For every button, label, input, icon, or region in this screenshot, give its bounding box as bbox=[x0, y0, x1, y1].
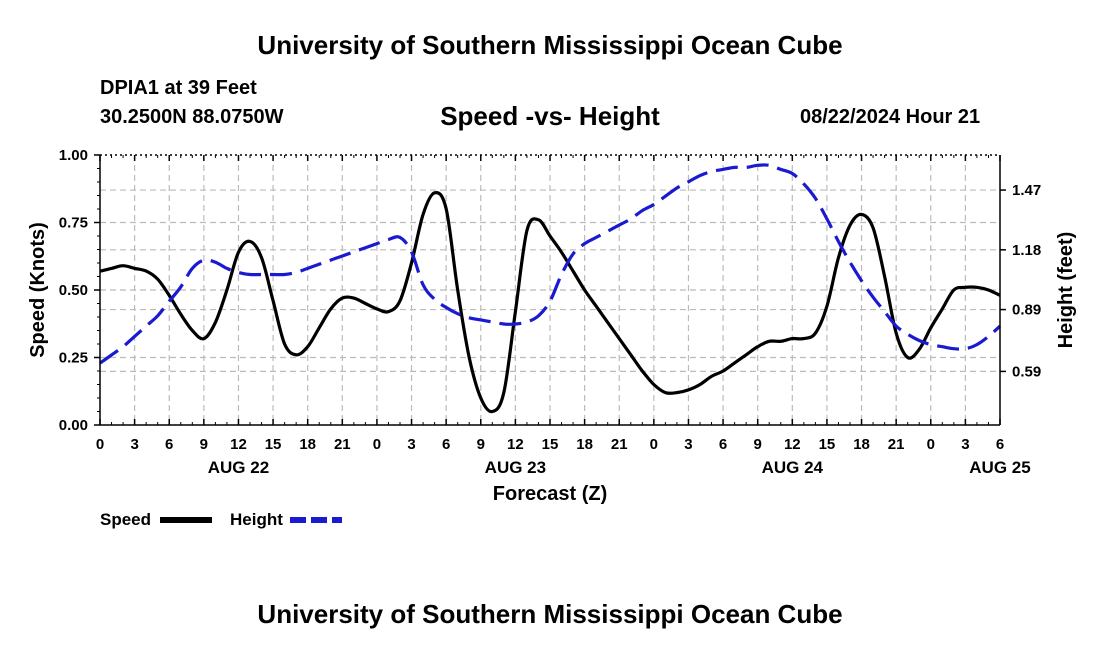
x-tick-label: 15 bbox=[819, 436, 836, 453]
x-tick-label: 9 bbox=[754, 436, 762, 453]
grid-layer bbox=[100, 155, 1000, 425]
y-tick-label: 0.25 bbox=[59, 350, 88, 367]
day-label: AUG 25 bbox=[969, 458, 1030, 477]
x-tick-label: 6 bbox=[165, 436, 173, 453]
speed-height-chart: 0 3 6 9 12 15 18 21 0 3 6 9 12 15 18 21 0 3 6 9 12 15 18 21 0 3 6 A… bbox=[27, 147, 1077, 529]
station-label: DPIA1 at 39 Feet bbox=[100, 77, 257, 99]
footer-title: University of Southern Mississippi Ocean… bbox=[257, 599, 843, 629]
x-tick-label: 9 bbox=[200, 436, 208, 453]
series-layer bbox=[99, 163, 1002, 414]
x-tick-label: 6 bbox=[996, 436, 1004, 453]
x-tick-label: 0 bbox=[373, 436, 381, 453]
x-axis-title: Forecast (Z) bbox=[493, 483, 607, 505]
x-tick-label: 3 bbox=[684, 436, 692, 453]
legend-label-height: Height bbox=[230, 510, 283, 529]
x-tick-label: 0 bbox=[927, 436, 935, 453]
x-tick-label: 18 bbox=[576, 436, 593, 453]
forecast-datetime: 08/22/2024 Hour 21 bbox=[800, 106, 981, 128]
y-tick-label: 0.50 bbox=[59, 282, 88, 299]
y-tick-label: 1.00 bbox=[59, 147, 88, 164]
y2-tick-label: 0.89 bbox=[1012, 302, 1041, 319]
x-tick-label: 9 bbox=[477, 436, 485, 453]
axis-layer: 0 3 6 9 12 15 18 21 0 3 6 9 12 15 18 21 0 3 6 9 12 15 18 21 0 3 6 A… bbox=[27, 147, 1077, 505]
x-tick-label: 0 bbox=[650, 436, 658, 453]
x-tick-label: 18 bbox=[853, 436, 870, 453]
day-label: AUG 23 bbox=[485, 458, 546, 477]
x-tick-label: 6 bbox=[442, 436, 450, 453]
chart-subtitle: Speed -vs- Height bbox=[440, 101, 660, 131]
day-label: AUG 22 bbox=[208, 458, 269, 477]
x-tick-label: 12 bbox=[230, 436, 247, 453]
x-tick-label: 6 bbox=[719, 436, 727, 453]
chart-main-title: University of Southern Mississippi Ocean… bbox=[257, 30, 843, 60]
y2-tick-label: 1.18 bbox=[1012, 242, 1041, 259]
speed-series-line bbox=[99, 190, 1001, 414]
day-label: AUG 24 bbox=[762, 458, 824, 477]
x-tick-label: 0 bbox=[96, 436, 104, 453]
y-tick-label: 0.00 bbox=[59, 417, 88, 434]
x-tick-label: 3 bbox=[130, 436, 138, 453]
x-tick-label: 3 bbox=[961, 436, 969, 453]
legend: Speed Height bbox=[100, 510, 342, 529]
station-coordinates: 30.2500N 88.0750W bbox=[100, 106, 284, 128]
y2-tick-label: 0.59 bbox=[1012, 363, 1041, 380]
x-tick-label: 3 bbox=[407, 436, 415, 453]
x-tick-label: 21 bbox=[611, 436, 628, 453]
x-tick-label: 15 bbox=[265, 436, 282, 453]
x-tick-label: 15 bbox=[542, 436, 559, 453]
y-tick-label: 0.75 bbox=[59, 215, 88, 232]
x-tick-label: 12 bbox=[507, 436, 524, 453]
legend-label-speed: Speed bbox=[100, 510, 151, 529]
x-tick-label: 21 bbox=[334, 436, 351, 453]
x-tick-label: 18 bbox=[299, 436, 316, 453]
y2-tick-label: 1.47 bbox=[1012, 182, 1041, 199]
height-series-line bbox=[99, 163, 1002, 365]
x-tick-label: 12 bbox=[784, 436, 801, 453]
y2-axis-title: Height (feet) bbox=[1055, 232, 1077, 349]
y-axis-title: Speed (Knots) bbox=[27, 222, 49, 358]
x-tick-label: 21 bbox=[888, 436, 905, 453]
